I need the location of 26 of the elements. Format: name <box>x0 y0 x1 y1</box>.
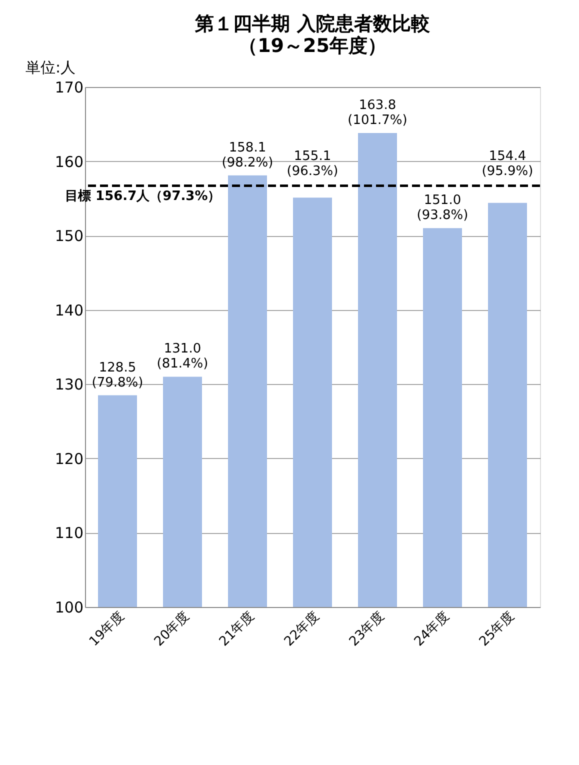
x-tick-label: 20年度 <box>151 608 192 650</box>
data-label: 158.1 (98.2%) <box>222 140 274 170</box>
y-tick-label: 100 <box>54 598 84 616</box>
x-tick-label: 25年度 <box>476 608 518 650</box>
y-tick-label: 110 <box>54 524 84 542</box>
chart-title: 第１四半期 入院患者数比較 <box>194 13 431 35</box>
x-tick-label: 24年度 <box>411 608 452 650</box>
y-tick-label: 120 <box>54 450 84 468</box>
data-label: 131.0 (81.4%) <box>156 342 208 372</box>
data-label: 151.0 (93.8%) <box>416 193 468 224</box>
data-label: 128.5 (79.8%) <box>92 360 144 390</box>
x-tick-label: 23年度 <box>346 608 388 650</box>
y-tick-label: 150 <box>54 227 84 246</box>
data-label: 155.1 (96.3%) <box>286 148 338 179</box>
y-tick-label: 140 <box>54 301 84 320</box>
y-tick-label: 160 <box>54 152 84 171</box>
x-tick-label: 19年度 <box>86 608 128 650</box>
data-label: 163.8 (101.7%) <box>348 98 408 128</box>
data-label: 154.4 (95.9%) <box>482 148 534 179</box>
ref-line-label: 目標 156.7人（97.3%） <box>65 188 221 204</box>
y-tick-label: 130 <box>54 376 84 394</box>
x-tick-label: 22年度 <box>281 608 322 650</box>
x-tick-label: 21年度 <box>216 608 258 650</box>
y-axis-title: 単位:人 <box>26 58 76 76</box>
chart-subtitle: （19～25年度） <box>238 35 386 57</box>
y-tick-label: 170 <box>54 78 84 96</box>
